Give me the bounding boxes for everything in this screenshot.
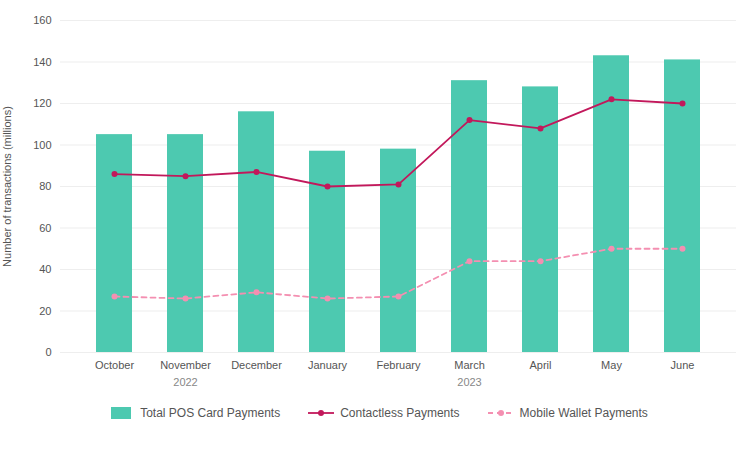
svg-text:0: 0 (45, 346, 51, 358)
svg-text:60: 60 (39, 222, 51, 234)
svg-text:March: March (454, 359, 485, 371)
svg-text:January: January (308, 359, 348, 371)
svg-text:20: 20 (39, 305, 51, 317)
svg-text:160: 160 (33, 14, 51, 26)
svg-text:40: 40 (39, 263, 51, 275)
svg-text:80: 80 (39, 180, 51, 192)
svg-text:June: June (671, 359, 695, 371)
svg-text:October: October (95, 359, 134, 371)
svg-text:December: December (231, 359, 282, 371)
html-text:Total POS Card Payments: Total POS Card Payments (140, 406, 281, 420)
html-text:Contactless Payments: Contactless Payments (340, 406, 460, 420)
svg-text:April: April (529, 359, 551, 371)
svg-text:100: 100 (33, 139, 51, 151)
svg-text:May: May (601, 359, 622, 371)
svg-text:120: 120 (33, 97, 51, 109)
svg-text:Number of transactions (millio: Number of transactions (millions) (1, 106, 13, 267)
svg-text:2022: 2022 (173, 376, 197, 388)
svg-text:February: February (376, 359, 421, 371)
html-text:Mobile Wallet Payments: Mobile Wallet Payments (519, 406, 648, 420)
svg-text:November: November (160, 359, 211, 371)
svg-text:140: 140 (33, 56, 51, 68)
svg-text:2023: 2023 (457, 376, 481, 388)
